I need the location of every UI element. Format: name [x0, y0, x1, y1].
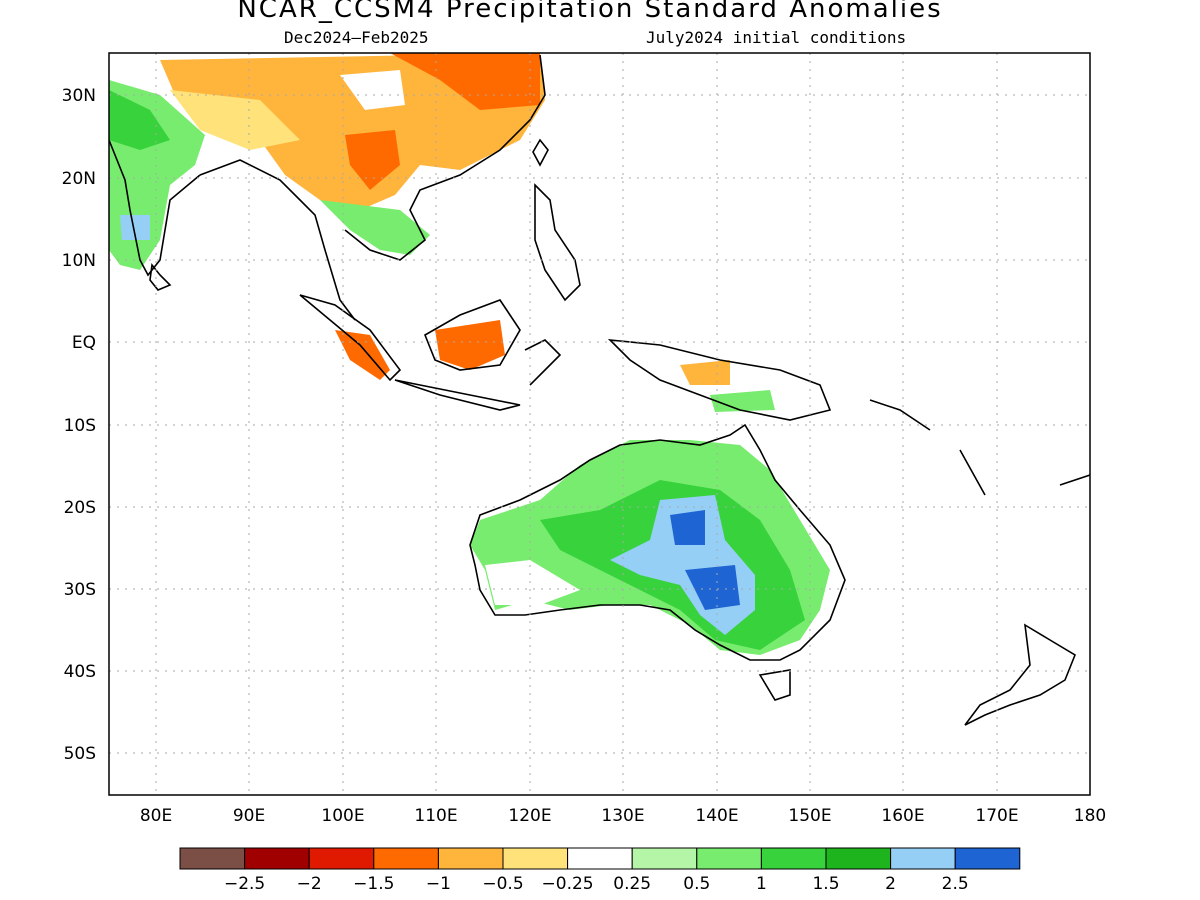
colorbar-label: 0.5	[683, 874, 710, 894]
anomaly-china-pale	[170, 90, 300, 150]
lat-tick: 10N	[62, 251, 96, 271]
lat-tick: 30S	[64, 580, 96, 600]
lon-tick: 150E	[788, 806, 831, 826]
colorbar-swatch	[437, 847, 504, 870]
coast-india	[109, 139, 201, 277]
coast-sri-lanka	[149, 263, 172, 291]
coast-new-zealand	[964, 623, 1076, 726]
lon-tick: 130E	[601, 806, 644, 826]
coast-taiwan	[532, 138, 549, 167]
coast-borneo	[423, 299, 521, 371]
coast-philippines	[534, 183, 581, 302]
anomaly-indochina	[320, 200, 430, 255]
colorbar-label: 0.25	[613, 874, 651, 894]
colorbar-swatch	[502, 847, 569, 870]
coast-asia-mainland	[199, 54, 546, 321]
lat-tick: 20N	[62, 169, 96, 189]
coast-sumatra	[299, 294, 402, 382]
anomaly-tibet-white	[340, 70, 405, 110]
initial-conditions: July2024 initial conditions	[646, 28, 907, 47]
lon-tick: 140E	[695, 806, 738, 826]
colorbar-label: −2.5	[224, 874, 265, 894]
lat-tick: 40S	[64, 662, 96, 682]
coast-pacific-islands	[869, 399, 1090, 496]
coast-australia	[469, 423, 846, 661]
lon-tick: 120E	[508, 806, 551, 826]
anomaly-borneo	[435, 320, 505, 370]
colorbar-swatch	[954, 847, 1021, 870]
anomaly-australia-white	[485, 560, 580, 605]
lon-tick: 90E	[233, 806, 265, 826]
lat-tick: 50S	[64, 744, 96, 764]
colorbar-swatch	[244, 847, 310, 870]
anomaly-india-blue	[120, 215, 150, 240]
colorbar-label: −1	[426, 874, 451, 894]
colorbar-swatch	[373, 847, 439, 870]
anomaly-new-guinea-wet	[710, 390, 775, 412]
coastlines	[109, 54, 1090, 726]
coast-tasmania	[758, 669, 791, 701]
colorbar-swatch	[890, 847, 956, 870]
anomaly-china	[160, 53, 545, 210]
colorbar-label: 1	[756, 874, 767, 894]
lon-tick: 160E	[881, 806, 924, 826]
colorbar-swatch	[760, 847, 827, 870]
colorbar-swatch	[179, 847, 246, 870]
anomaly-australia-blue-2	[685, 565, 740, 610]
lon-tick: 100E	[321, 806, 364, 826]
forecast-period: Dec2024–Feb2025	[284, 28, 429, 47]
gridlines	[109, 53, 1090, 795]
colorbar: −2.5 −2 −1.5 −1 −0.5 −0.25 0.25 0.5 1 1.5 2 2.5	[179, 847, 1021, 894]
lat-tick: EQ	[72, 333, 96, 353]
anomaly-field	[109, 53, 830, 655]
coast-java	[394, 379, 521, 411]
anomaly-china-orange-2	[345, 130, 400, 190]
colorbar-swatch	[567, 847, 633, 870]
anomaly-china-orange-1	[390, 53, 540, 110]
colorbar-label: 2	[885, 874, 896, 894]
colorbar-swatch	[696, 847, 762, 870]
anomaly-australia-blue-1	[670, 510, 705, 545]
colorbar-label: −1.5	[353, 874, 394, 894]
colorbar-swatch	[631, 847, 698, 870]
lon-tick: 180	[1074, 806, 1106, 826]
lat-axis: 30N 20N 10N EQ 10S 20S 30S 40S 50S	[62, 86, 96, 764]
lon-tick: 170E	[975, 806, 1018, 826]
colorbar-swatch	[825, 847, 892, 870]
lat-tick: 10S	[64, 416, 96, 436]
colorbar-label: −0.5	[482, 874, 523, 894]
chart-title: NCAR_CCSM4 Precipitation Standard Anomal…	[237, 0, 943, 24]
colorbar-swatch	[308, 847, 375, 870]
lon-axis: 80E 90E 100E 110E 120E 130E 140E 150E 16…	[140, 806, 1106, 826]
coast-sulawesi	[524, 339, 562, 386]
colorbar-label: −2	[297, 874, 322, 894]
colorbar-label: 1.5	[812, 874, 839, 894]
lat-tick: 20S	[64, 498, 96, 518]
colorbar-label: −0.25	[542, 874, 594, 894]
colorbar-label: 2.5	[942, 874, 969, 894]
lat-tick: 30N	[62, 86, 96, 106]
anomaly-new-guinea	[680, 360, 730, 385]
anomaly-india-strong	[109, 90, 170, 150]
lon-tick: 110E	[414, 806, 457, 826]
map-frame	[108, 52, 1091, 796]
lon-tick: 80E	[140, 806, 172, 826]
anomaly-sumatra	[335, 330, 390, 380]
